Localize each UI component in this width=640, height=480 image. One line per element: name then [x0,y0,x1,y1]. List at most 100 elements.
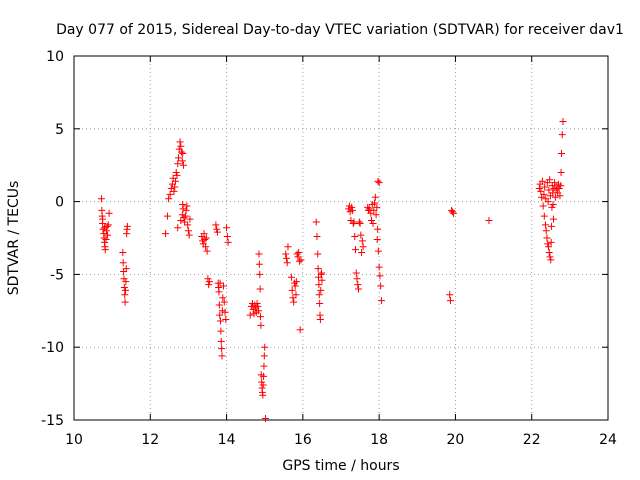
data-point [177,142,185,150]
data-point [357,231,365,239]
data-point [181,218,189,226]
data-point [179,201,187,209]
data-point [314,265,322,273]
data-point [545,186,553,194]
data-point [213,225,221,233]
data-point [535,184,543,192]
data-point [348,206,356,214]
data-point [223,233,231,241]
x-tick-label: 20 [447,432,465,448]
data-point [246,311,254,319]
data-point [316,316,324,324]
data-point [548,203,556,211]
data-point [312,218,320,226]
data-point [373,203,381,211]
data-point [200,230,208,238]
x-tick-label: 10 [65,432,83,448]
data-point [377,297,385,305]
data-point [255,307,263,315]
x-tick-label: 16 [294,432,312,448]
data-point [217,337,225,345]
data-point [123,222,131,230]
data-point [119,259,127,267]
data-point [370,206,378,214]
data-point [314,250,322,258]
data-point [288,286,296,294]
data-point [101,246,109,254]
data-point [120,284,128,292]
data-point [345,205,353,213]
data-point [551,179,559,187]
data-point [375,179,383,187]
data-point [221,308,229,316]
data-point [557,182,565,190]
data-points [97,118,567,423]
data-point [542,227,550,235]
data-point [102,235,110,243]
data-point [183,202,191,210]
data-point [364,203,372,211]
data-point [297,256,305,264]
data-point [181,212,189,220]
data-point [171,177,179,185]
data-point [317,286,325,294]
data-point [257,313,265,321]
data-point [355,285,363,293]
data-point [170,187,178,195]
data-point [540,212,548,220]
x-tick-label: 12 [141,432,159,448]
data-point [548,222,556,230]
data-point [220,298,228,306]
data-point [175,154,183,162]
data-point [122,278,130,286]
data-point [219,294,227,302]
data-point [546,176,554,184]
data-point [539,202,547,210]
data-point [537,187,545,195]
data-point [541,183,549,191]
data-point [259,381,267,389]
data-point [256,285,264,293]
data-point [549,215,557,223]
data-point [205,278,213,286]
x-tick-label: 18 [370,432,388,448]
data-point [122,265,130,273]
data-point [295,257,303,265]
data-point [368,217,376,225]
data-point [224,238,232,246]
data-point [282,254,290,262]
plot-frame [73,55,609,421]
x-tick-label: 14 [218,432,236,448]
axis-ticks: 10 12 14 16 18 20 22 24 -15 -10 -5 0 5 10 [41,49,617,448]
y-tick-label: 5 [55,122,64,138]
data-point [216,311,224,319]
data-point [203,247,211,255]
data-point [293,250,301,258]
data-point [121,286,129,294]
data-point [201,235,209,243]
data-point [253,300,261,308]
data-point [255,260,263,268]
data-point [184,221,192,229]
data-point [371,193,379,201]
data-point [213,228,221,236]
data-point [557,150,565,158]
data-point [374,247,382,255]
data-point [540,190,548,198]
data-point [260,372,268,380]
data-point [373,235,381,243]
data-point [260,352,268,360]
data-point [257,321,265,329]
data-point [365,205,373,213]
data-point [292,291,300,299]
data-point [292,278,300,286]
data-point [369,219,377,227]
data-point [185,231,193,239]
data-point [283,259,291,267]
data-point [318,276,326,284]
data-point [351,246,359,254]
data-point [547,238,555,246]
data-point [218,345,226,353]
data-point [99,225,107,233]
data-point [315,281,323,289]
